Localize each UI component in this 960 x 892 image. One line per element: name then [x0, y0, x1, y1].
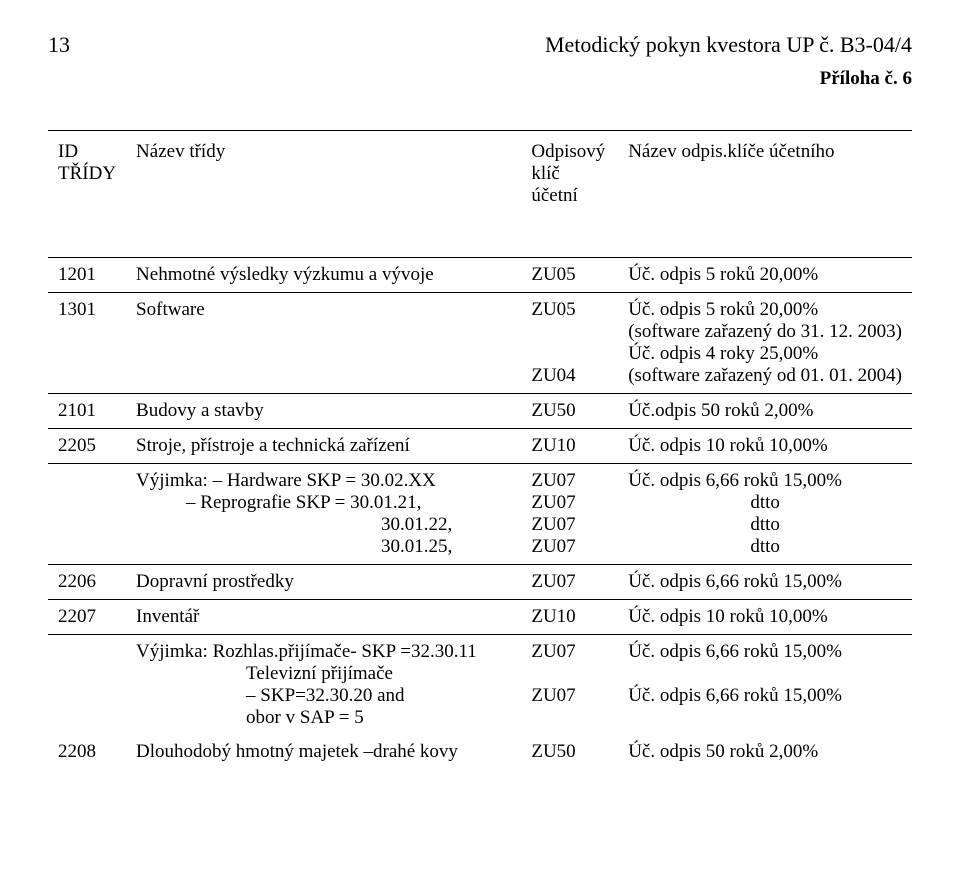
- cell-key: ZU05: [521, 258, 618, 293]
- cell-desc: Úč. odpis 6,66 roků 15,00%: [618, 565, 912, 600]
- exception-line: 30.01.25,: [136, 536, 511, 558]
- key-line: ZU04: [531, 365, 608, 387]
- exception-line: – Reprografie SKP = 30.01.21,: [136, 492, 511, 514]
- col-key-header: Odpisový klíč účetní: [521, 131, 618, 258]
- cell-name: Dlouhodobý hmotný majetek –drahé kovy: [126, 735, 521, 769]
- cell-id: 2207: [48, 600, 126, 635]
- cell-id: 2208: [48, 735, 126, 769]
- cell-name: Inventář: [126, 600, 521, 635]
- cell-id: 2205: [48, 429, 126, 464]
- doc-title: Metodický pokyn kvestora UP č. B3-04/4: [545, 32, 912, 58]
- table-row-exception: Výjimka: Rozhlas.přijímače- SKP =32.30.1…: [48, 635, 912, 736]
- cell-key: ZU50: [521, 394, 618, 429]
- cell-desc: Úč. odpis 5 roků 20,00% (software zařaze…: [618, 293, 912, 394]
- cell-key: ZU10: [521, 600, 618, 635]
- attachment-label: Příloha č. 6: [48, 68, 912, 90]
- desc-line: (software zařazený od 01. 01. 2004): [628, 365, 902, 387]
- desc-line: Úč. odpis 5 roků 20,00%: [628, 299, 902, 321]
- cell-name: Stroje, přístroje a technická zařízení: [126, 429, 521, 464]
- desc-line: dtto: [628, 536, 902, 558]
- cell-desc: Úč. odpis 6,66 roků 15,00% dtto dtto dtt…: [618, 464, 912, 565]
- cell-desc: Úč. odpis 50 roků 2,00%: [618, 735, 912, 769]
- cell-key: ZU10: [521, 429, 618, 464]
- cell-key: ZU05 ZU04: [521, 293, 618, 394]
- exception-line: Televizní přijímače: [136, 663, 511, 685]
- cell-name: Software: [126, 293, 521, 394]
- cell-name: Dopravní prostředky: [126, 565, 521, 600]
- key-line: ZU07: [531, 685, 608, 707]
- col-id-header: ID TŘÍDY: [48, 131, 126, 258]
- cell-desc: Úč. odpis 10 roků 10,00%: [618, 429, 912, 464]
- key-line: ZU07: [531, 641, 608, 663]
- desc-line: dtto: [628, 514, 902, 536]
- table-row-exception: Výjimka: – Hardware SKP = 30.02.XX – Rep…: [48, 464, 912, 565]
- cell-desc: Úč.odpis 50 roků 2,00%: [618, 394, 912, 429]
- cell-id: 1201: [48, 258, 126, 293]
- cell-desc: Úč. odpis 6,66 roků 15,00% Úč. odpis 6,6…: [618, 635, 912, 736]
- cell-name: Nehmotné výsledky výzkumu a vývoje: [126, 258, 521, 293]
- table-row: 2208 Dlouhodobý hmotný majetek –drahé ko…: [48, 735, 912, 769]
- table-row: 2206 Dopravní prostředky ZU07 Úč. odpis …: [48, 565, 912, 600]
- desc-line: Úč. odpis 6,66 roků 15,00%: [628, 470, 902, 492]
- cell-name: Výjimka: – Hardware SKP = 30.02.XX – Rep…: [126, 464, 521, 565]
- cell-key: ZU50: [521, 735, 618, 769]
- table-header-row: ID TŘÍDY Název třídy Odpisový klíč účetn…: [48, 131, 912, 258]
- page-number: 13: [48, 32, 70, 58]
- exception-line: Výjimka: – Hardware SKP = 30.02.XX: [136, 470, 511, 492]
- depreciation-table: ID TŘÍDY Název třídy Odpisový klíč účetn…: [48, 130, 912, 769]
- desc-line: Úč. odpis 4 roky 25,00%: [628, 343, 902, 365]
- key-line: ZU07: [531, 536, 608, 558]
- table-row: 1301 Software ZU05 ZU04 Úč. odpis 5 roků…: [48, 293, 912, 394]
- cell-name: Výjimka: Rozhlas.přijímače- SKP =32.30.1…: [126, 635, 521, 736]
- exception-line: obor v SAP = 5: [136, 707, 511, 729]
- cell-id: 1301: [48, 293, 126, 394]
- table-row: 2101 Budovy a stavby ZU50 Úč.odpis 50 ro…: [48, 394, 912, 429]
- cell-desc: Úč. odpis 10 roků 10,00%: [618, 600, 912, 635]
- key-line: ZU07: [531, 470, 608, 492]
- desc-line: (software zařazený do 31. 12. 2003): [628, 321, 902, 343]
- exception-line: – SKP=32.30.20 and: [136, 685, 511, 707]
- key-line: ZU07: [531, 492, 608, 514]
- desc-line: dtto: [628, 492, 902, 514]
- col-desc-header: Název odpis.klíče účetního: [618, 131, 912, 258]
- cell-name: Budovy a stavby: [126, 394, 521, 429]
- cell-key: ZU07: [521, 565, 618, 600]
- cell-desc: Úč. odpis 5 roků 20,00%: [618, 258, 912, 293]
- cell-key: ZU07 ZU07: [521, 635, 618, 736]
- cell-id: 2206: [48, 565, 126, 600]
- table-row: 2205 Stroje, přístroje a technická zaříz…: [48, 429, 912, 464]
- table-row: 2207 Inventář ZU10 Úč. odpis 10 roků 10,…: [48, 600, 912, 635]
- exception-line: 30.01.22,: [136, 514, 511, 536]
- table-row: 1201 Nehmotné výsledky výzkumu a vývoje …: [48, 258, 912, 293]
- key-line: ZU07: [531, 514, 608, 536]
- desc-line: Úč. odpis 6,66 roků 15,00%: [628, 641, 902, 663]
- exception-line: Výjimka: Rozhlas.přijímače- SKP =32.30.1…: [136, 641, 511, 663]
- desc-line: Úč. odpis 6,66 roků 15,00%: [628, 685, 902, 707]
- cell-key: ZU07 ZU07 ZU07 ZU07: [521, 464, 618, 565]
- cell-id: 2101: [48, 394, 126, 429]
- key-line: ZU05: [531, 299, 608, 321]
- col-name-header: Název třídy: [126, 131, 521, 258]
